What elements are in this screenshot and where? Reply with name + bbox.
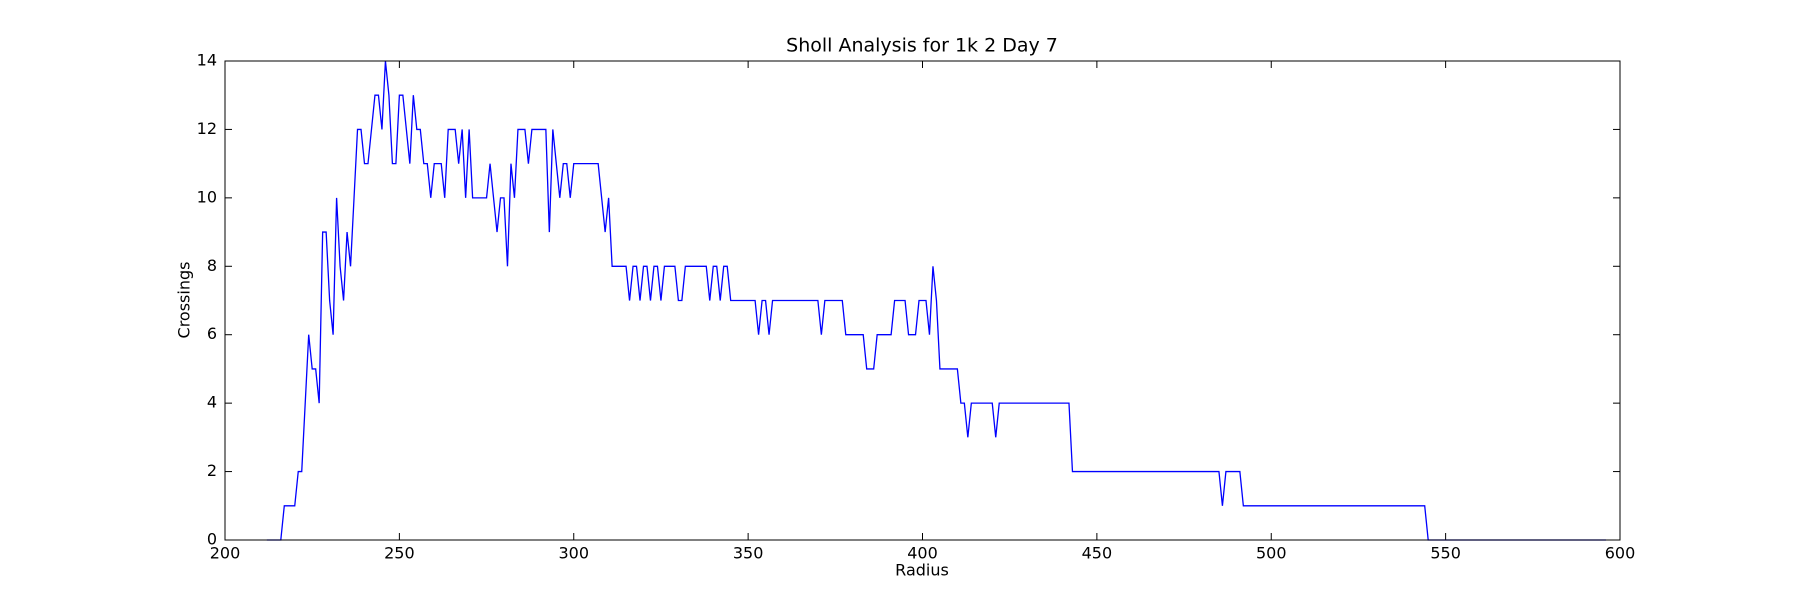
x-tick-label: 400 xyxy=(907,544,938,563)
y-tick-label: 14 xyxy=(197,51,217,70)
y-axis-label: Crossings xyxy=(175,262,194,339)
data-line xyxy=(266,60,1607,541)
x-tick-label: 200 xyxy=(210,544,241,563)
chart-title: Sholl Analysis for 1k 2 Day 7 xyxy=(786,35,1058,57)
x-tick-label: 500 xyxy=(1256,544,1287,563)
y-tick-label: 12 xyxy=(197,119,217,138)
y-tick-label: 6 xyxy=(207,324,217,343)
x-tick-label: 600 xyxy=(1605,544,1636,563)
plot-frame xyxy=(224,60,1621,541)
y-tick-label: 0 xyxy=(207,530,217,549)
x-tick-label: 250 xyxy=(384,544,415,563)
x-tick-label: 550 xyxy=(1430,544,1461,563)
y-tick-label: 8 xyxy=(207,256,217,275)
x-tick-label: 450 xyxy=(1082,544,1113,563)
x-axis-label: Radius xyxy=(895,561,949,580)
y-tick-label: 4 xyxy=(207,393,217,412)
x-tick-label: 350 xyxy=(733,544,764,563)
y-tick-label: 10 xyxy=(197,187,217,206)
y-tick-label: 2 xyxy=(207,461,217,480)
x-tick-label: 300 xyxy=(558,544,589,563)
